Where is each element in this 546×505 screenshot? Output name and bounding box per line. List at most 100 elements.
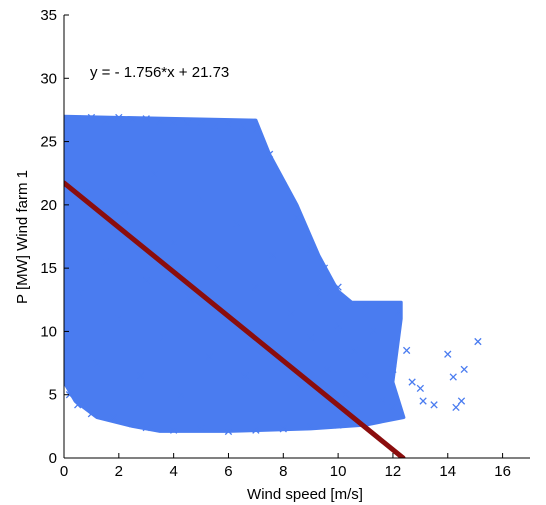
scatter-point xyxy=(238,122,246,131)
scatter-point xyxy=(150,169,159,177)
scatter-point xyxy=(287,308,296,317)
x-tick-label: 12 xyxy=(385,463,402,480)
scatter-point xyxy=(279,425,287,433)
scatter-density-cloud xyxy=(64,114,406,433)
scatter-point xyxy=(156,117,164,125)
scatter-point xyxy=(474,337,482,346)
scatter-point xyxy=(307,245,315,253)
x-tick-label: 14 xyxy=(439,463,456,480)
scatter-point xyxy=(252,125,260,133)
scatter-point xyxy=(252,426,260,434)
scatter-point xyxy=(64,118,71,127)
fit-line-layer xyxy=(64,180,406,458)
scatter-point xyxy=(128,116,137,124)
y-tick-label: 5 xyxy=(49,387,57,404)
scatter-point xyxy=(334,421,342,429)
scatter-point xyxy=(183,120,192,128)
axes xyxy=(63,15,530,459)
scatter-point xyxy=(93,359,101,367)
scatter-point xyxy=(334,283,342,291)
scatter-point xyxy=(142,423,150,432)
scatter-point xyxy=(460,365,468,374)
scatter-point xyxy=(64,346,71,355)
scatter-point xyxy=(408,378,416,386)
scatter-point xyxy=(375,302,383,310)
scatter-point xyxy=(224,120,233,128)
y-tick-label: 30 xyxy=(40,70,57,87)
y-tick-label: 10 xyxy=(40,323,57,340)
scatter-point xyxy=(307,334,315,342)
scatter-point xyxy=(293,213,301,222)
x-axis-label: Wind speed [m/s] xyxy=(247,486,363,503)
scatter-point xyxy=(115,113,123,122)
x-tick-label: 0 xyxy=(60,463,68,480)
scatter-point xyxy=(394,308,403,317)
scatter-point xyxy=(76,289,85,298)
scatter-point xyxy=(241,372,249,380)
scatter-point xyxy=(101,258,109,266)
scatter-point xyxy=(120,207,128,215)
y-tick-label: 20 xyxy=(40,197,57,214)
plot-area xyxy=(64,113,482,458)
scatter-point xyxy=(361,301,370,309)
scatter-point xyxy=(449,373,457,381)
annotation-equation: y = - 1.756*x + 21.73 xyxy=(90,64,229,81)
scatter-point xyxy=(452,403,460,412)
scatter-point xyxy=(268,251,276,260)
scatter-point xyxy=(350,346,359,355)
scatter-point xyxy=(128,420,137,428)
scatter-point xyxy=(178,391,186,399)
scatter-point xyxy=(205,353,213,361)
y-tick-label: 35 xyxy=(40,7,57,24)
x-ticks: 0 2 4 6 8 10 12 14 16 xyxy=(60,453,511,480)
scatter-point xyxy=(296,384,304,393)
scatter-point xyxy=(315,289,323,298)
scatter-point xyxy=(213,264,222,272)
scatter-point xyxy=(159,334,167,342)
y-axis-label: P [MW] Wind farm 1 xyxy=(14,170,31,304)
scatter-point xyxy=(74,115,82,123)
scatter-point xyxy=(402,346,411,355)
x-tick-label: 2 xyxy=(115,463,123,480)
scatter-point xyxy=(197,118,205,127)
scatter-point xyxy=(169,118,178,127)
scatter-point xyxy=(87,113,96,122)
scatter-point xyxy=(142,277,150,285)
scatter-point xyxy=(279,182,287,190)
scatter-point xyxy=(109,413,118,422)
scatter-point xyxy=(137,372,145,380)
scatter-point xyxy=(389,365,397,374)
scatter-point xyxy=(342,391,351,399)
scatter-point xyxy=(233,220,241,228)
scatter-point xyxy=(361,372,370,380)
y-tick-label: 25 xyxy=(40,134,57,151)
scatter-point xyxy=(320,264,329,272)
y-tick-label: 0 xyxy=(49,450,57,467)
scatter-point xyxy=(378,397,386,405)
scatter-point xyxy=(197,194,205,203)
scatter-point xyxy=(169,239,178,247)
scatter-point xyxy=(265,150,274,158)
scatter-point xyxy=(370,327,378,336)
scatter-point xyxy=(68,226,76,234)
fit-line xyxy=(64,180,406,458)
scatter-point xyxy=(82,188,90,196)
scatter-point xyxy=(65,391,74,399)
scatter-point xyxy=(348,302,356,310)
x-tick-label: 16 xyxy=(494,463,511,480)
y-ticks: 0 5 10 15 20 25 30 35 xyxy=(40,7,69,467)
scatter-point xyxy=(307,422,315,431)
scatter-point xyxy=(430,401,438,409)
x-tick-label: 10 xyxy=(330,463,347,480)
scatter-point xyxy=(252,283,260,291)
y-tick-label: 15 xyxy=(40,260,57,277)
scatter-point xyxy=(142,115,150,123)
scatter-point xyxy=(74,401,82,409)
scatter-point xyxy=(419,397,427,405)
scatter-point xyxy=(169,426,178,434)
scatter-cloud xyxy=(64,114,406,433)
x-tick-label: 8 xyxy=(279,463,287,480)
scatter-point xyxy=(323,365,331,374)
scatter-point xyxy=(115,315,123,323)
